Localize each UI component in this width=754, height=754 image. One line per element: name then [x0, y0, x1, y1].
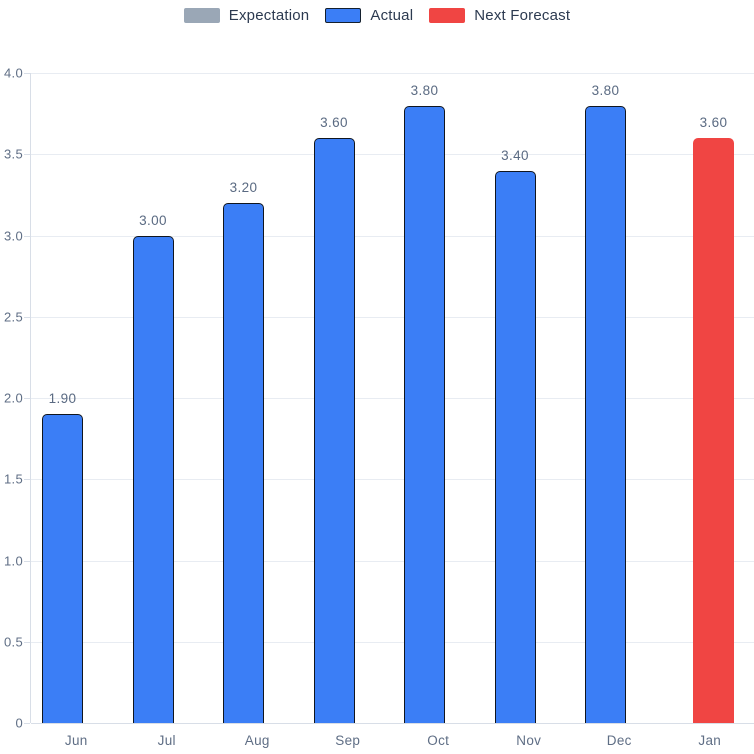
y-tick-3.0 — [24, 235, 30, 237]
legend-label-expectation: Expectation — [228, 7, 310, 24]
y-axis-label-2.5: 2.5 — [4, 309, 23, 325]
value-label-jun: 1.90 — [48, 391, 77, 407]
value-label-dec: 3.80 — [591, 82, 620, 98]
gridline-2.0 — [31, 398, 754, 399]
y-tick-0 — [24, 723, 30, 724]
y-tick-3.5 — [24, 154, 30, 156]
y-axis-label-4.0: 4.0 — [4, 65, 23, 81]
y-axis-label-3.0: 3.0 — [4, 228, 23, 243]
x-axis-label-dec: Dec — [606, 733, 632, 748]
value-label-oct: 3.80 — [410, 82, 439, 98]
x-axis-label-oct: Oct — [427, 733, 450, 748]
gridline-0.5 — [31, 641, 754, 643]
actual-swatch-icon — [325, 8, 362, 23]
value-label-sep: 3.60 — [320, 115, 348, 130]
bar-actual-jul — [132, 235, 174, 723]
legend-item-expectation[interactable]: Expectation — [183, 7, 310, 24]
y-axis-label-3.5: 3.5 — [4, 146, 23, 162]
plot-area: 4.0 3.5 3.0 2.5 2.0 1.5 1.0 0.5 0 1.90 Jun 3.00 Jul 3… — [4, 66, 754, 748]
bar-actual-dec — [585, 105, 626, 723]
x-axis-label-aug: Aug — [244, 733, 270, 748]
y-tick-1.0 — [24, 560, 30, 562]
gridline-2.5 — [31, 316, 754, 318]
bar-next-forecast-jan — [693, 138, 734, 723]
legend-label-actual: Actual — [370, 7, 414, 24]
value-label-nov: 3.40 — [501, 147, 529, 163]
legend-item-next-forecast[interactable]: Next Forecast — [429, 7, 570, 24]
next-forecast-swatch-icon — [429, 8, 466, 23]
gridline-0 — [31, 723, 754, 724]
legend-label-next-forecast: Next Forecast — [474, 7, 571, 24]
gridline-1.5 — [31, 479, 754, 481]
value-label-aug: 3.20 — [229, 180, 258, 195]
y-tick-1.5 — [24, 479, 30, 481]
x-axis-label-nov: Nov — [516, 733, 542, 748]
legend: Expectation Actual Next Forecast — [0, 7, 754, 24]
y-tick-2.0 — [24, 398, 30, 399]
y-axis-label-1.5: 1.5 — [4, 471, 23, 487]
bar-actual-nov — [494, 170, 536, 723]
x-axis-label-jun: Jun — [64, 733, 88, 748]
bar-actual-jun — [42, 414, 83, 723]
bar-actual-oct — [404, 105, 445, 723]
value-label-jul: 3.00 — [139, 212, 167, 228]
expectation-swatch-icon — [183, 8, 220, 23]
y-tick-4.0 — [24, 73, 30, 74]
y-axis-label-1.0: 1.0 — [4, 553, 23, 568]
gridline-3.5 — [31, 154, 754, 156]
value-label-jan: 3.60 — [699, 115, 728, 130]
bar-actual-sep — [313, 138, 355, 723]
y-axis-label-0.5: 0.5 — [4, 634, 23, 650]
y-tick-2.5 — [24, 316, 30, 318]
y-tick-0.5 — [24, 641, 30, 643]
x-axis-label-jan: Jan — [698, 733, 722, 748]
y-axis-label-2.0: 2.0 — [4, 390, 23, 406]
y-axis-label-0: 0 — [15, 715, 23, 731]
gridline-1.0 — [31, 560, 754, 562]
gridline-4.0 — [31, 73, 754, 74]
gridline-3.0 — [31, 235, 754, 237]
bar-actual-aug — [223, 203, 264, 723]
x-axis-label-jul: Jul — [157, 733, 176, 748]
legend-item-actual[interactable]: Actual — [325, 7, 413, 24]
x-axis-label-sep: Sep — [335, 733, 361, 748]
